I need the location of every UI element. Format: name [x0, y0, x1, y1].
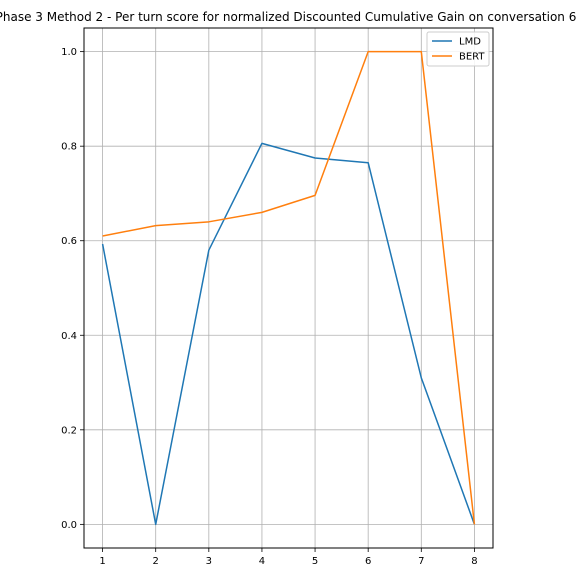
legend: LMD BERT: [426, 31, 490, 67]
y-tick-label: 0.0: [61, 520, 77, 531]
series-line-lmd: [101, 142, 476, 526]
y-tick-label: 1.0: [61, 47, 77, 58]
legend-label-bert: BERT: [459, 52, 485, 63]
y-tick-label: 0.8: [61, 142, 77, 153]
series-line-bert: [102, 50, 476, 525]
x-tick-label: 1: [99, 556, 105, 567]
y-tick-label: 0.2: [61, 425, 77, 436]
x-tick-label: 4: [259, 556, 265, 567]
y-tick-label: 0.6: [61, 236, 77, 247]
y-tick-label: 0.4: [61, 331, 77, 342]
x-tick-label: 8: [471, 556, 477, 567]
grid: [84, 28, 493, 548]
axis-ticks: 1 2 3 4 5 6 7 8 0.0 0.2 0.4 0.6 0.8 1.0: [61, 47, 478, 567]
x-tick-label: 2: [153, 556, 159, 567]
x-tick-label: 6: [365, 556, 371, 567]
x-tick-label: 3: [206, 556, 212, 567]
plot-area: [83, 27, 494, 549]
chart-title: Phase 3 Method 2 - Per turn score for no…: [0, 10, 576, 24]
x-tick-label: 7: [418, 556, 424, 567]
legend-label-lmd: LMD: [459, 37, 481, 48]
series-lines: [101, 50, 476, 526]
x-tick-label: 5: [312, 556, 318, 567]
